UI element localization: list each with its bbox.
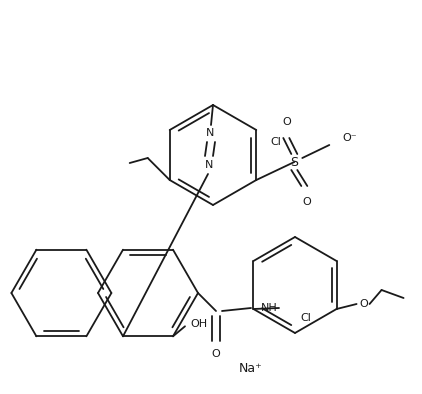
Text: Na⁺: Na⁺	[239, 362, 263, 375]
Text: OH: OH	[190, 319, 208, 329]
Text: Cl: Cl	[271, 137, 281, 147]
Text: N: N	[205, 160, 213, 170]
Text: Cl: Cl	[300, 313, 311, 323]
Text: O: O	[359, 299, 368, 309]
Text: O⁻: O⁻	[342, 133, 357, 143]
Text: O: O	[282, 117, 291, 127]
Text: S: S	[290, 156, 298, 169]
Text: O: O	[211, 349, 220, 359]
Text: O: O	[302, 197, 311, 207]
Text: N: N	[206, 128, 214, 138]
Text: NH: NH	[261, 303, 277, 313]
